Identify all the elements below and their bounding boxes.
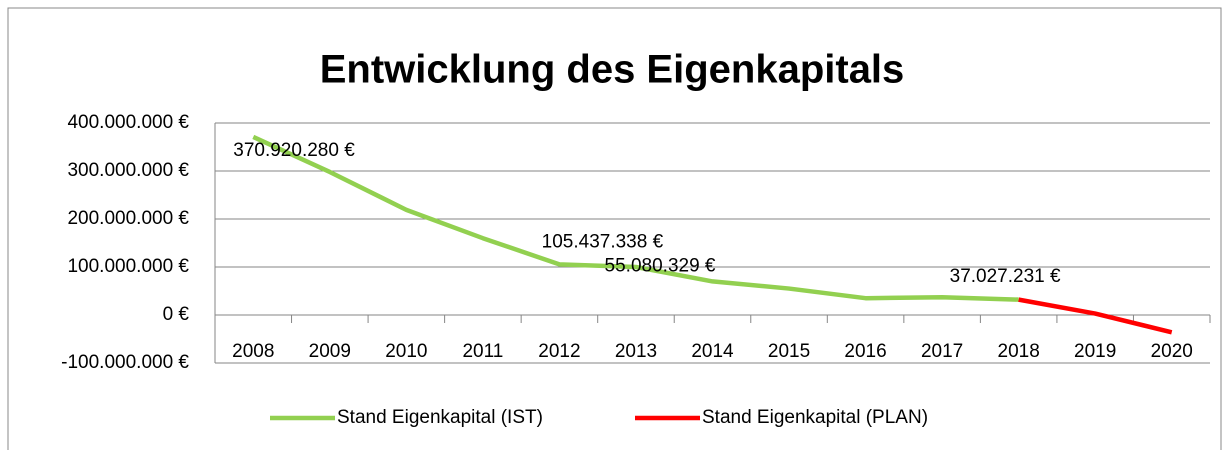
x-tick-label: 2017 [921,341,963,362]
chart-title: Entwicklung des Eigenkapitals [320,48,905,92]
legend-label: Stand Eigenkapital (IST) [337,407,543,428]
data-label: 37.027.231 € [950,266,1061,287]
x-tick-label: 2019 [1074,341,1116,362]
x-tick-label: 2018 [998,341,1040,362]
series-line [1018,297,1173,335]
x-tick-label: 2013 [615,341,657,362]
x-tick-label: 2016 [844,341,886,362]
data-label: 55.080.329 € [605,256,716,277]
x-tick-label: 2020 [1151,341,1193,362]
x-tick-label: 2012 [538,341,580,362]
x-tick-label: 2015 [768,341,810,362]
chart-frame [7,7,1222,450]
x-tick-label: 2010 [385,341,427,362]
y-tick-label: 0 € [163,304,190,325]
y-tick-label: 400.000.000 € [67,112,189,133]
y-tick-label: 300.000.000 € [67,160,189,181]
x-tick-label: 2011 [462,341,503,362]
x-tick-label: 2014 [691,341,734,362]
y-tick-label: 200.000.000 € [67,208,189,229]
x-tick-label: 2008 [232,341,274,362]
x-tick-label: 2009 [309,341,351,362]
data-label: 105.437.338 € [542,231,664,252]
y-tick-label: 100.000.000 € [67,256,189,277]
y-tick-label: -100.000.000 € [61,352,189,373]
legend-label: Stand Eigenkapital (PLAN) [702,407,928,428]
series-line [252,134,1019,302]
data-label: 370.920.280 € [233,140,355,161]
